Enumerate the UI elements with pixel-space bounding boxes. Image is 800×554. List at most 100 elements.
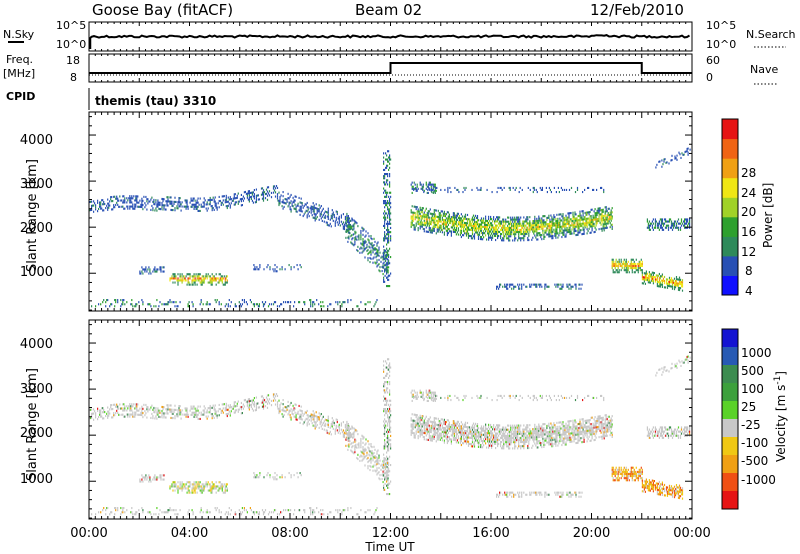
velocity-cell (301, 418, 303, 421)
power-cell (415, 186, 417, 189)
velocity-cell (207, 407, 209, 410)
power-cell (102, 203, 104, 206)
power-cell (544, 287, 546, 290)
power-cell (516, 226, 518, 229)
velocity-cell (292, 413, 294, 416)
power-cell (541, 219, 543, 222)
power-cell (278, 199, 280, 202)
velocity-cell (295, 416, 297, 419)
power-cell (226, 279, 228, 282)
power-cell (273, 185, 276, 188)
power-cell (600, 223, 602, 226)
power-cell (576, 217, 578, 220)
velocity-cell (193, 415, 195, 418)
power-cell (211, 209, 213, 212)
power-cell (543, 221, 545, 224)
power-cell (550, 231, 552, 234)
power-cell (260, 193, 263, 196)
power-cell (253, 193, 255, 196)
power-cell (487, 226, 489, 229)
velocity-cell (124, 405, 126, 408)
velocity-cell (200, 413, 202, 416)
power-cell (415, 216, 417, 219)
power-cell (509, 186, 511, 189)
power-cell (584, 211, 586, 214)
power-cell (156, 203, 158, 206)
power-cell (207, 199, 209, 202)
power-cell (660, 279, 662, 282)
power-colorbar-band (722, 177, 738, 198)
power-cell (427, 212, 429, 215)
power-cell (668, 283, 671, 286)
power-cell (539, 232, 541, 235)
power-cell (577, 219, 579, 222)
velocity-cell (123, 409, 125, 412)
power-cell (242, 199, 244, 202)
power-cell (569, 220, 571, 223)
power-cell (577, 229, 579, 232)
power-colorbar-band (722, 138, 738, 159)
power-cell (140, 203, 142, 206)
power-cell (208, 203, 210, 206)
velocity-cell (242, 403, 244, 406)
power-cell (561, 188, 564, 191)
power-cell (304, 303, 306, 306)
power-cell (562, 223, 564, 226)
power-cell (156, 299, 158, 302)
power-cell (598, 219, 600, 222)
power-cell (115, 299, 117, 302)
velocity-cell (93, 408, 95, 411)
power-cell (679, 287, 682, 290)
power-cell (186, 203, 188, 206)
velocity-cell (178, 409, 180, 412)
power-cell (142, 208, 144, 211)
power-cell (508, 226, 510, 229)
power-cell (179, 279, 181, 282)
power-cell (603, 223, 605, 226)
power-cell (161, 202, 163, 205)
power-cell (566, 218, 568, 221)
velocity-cell (187, 415, 189, 418)
power-cell (411, 187, 413, 190)
power-cell (542, 227, 544, 230)
power-cell (503, 235, 505, 238)
power-cell (663, 275, 666, 278)
power-cell (174, 196, 176, 199)
power-cell (160, 268, 162, 271)
power-cell (446, 232, 448, 235)
power-cell (669, 226, 672, 229)
power-cell (129, 195, 131, 198)
power-cell (390, 206, 392, 209)
power-cell (630, 267, 632, 270)
power-cell (507, 216, 509, 219)
power-cell (567, 220, 569, 223)
power-cell (116, 197, 118, 200)
power-cell (545, 225, 547, 228)
velocity-cell (158, 409, 160, 412)
power-cell (495, 226, 497, 229)
power-cell (388, 210, 390, 213)
power-cell (563, 225, 565, 228)
power-cell (595, 224, 597, 227)
power-cell (630, 262, 632, 265)
power-cell (582, 218, 584, 221)
power-cell (453, 230, 455, 233)
power-cell (109, 200, 111, 203)
velocity-cell (157, 411, 159, 414)
power-cell (579, 225, 581, 228)
velocity-cell (216, 414, 218, 417)
power-cell (351, 217, 353, 220)
power-cell (483, 232, 485, 235)
power-cell (90, 209, 92, 212)
power-cell (412, 185, 414, 188)
power-cell (331, 209, 333, 212)
power-cell (120, 305, 122, 308)
power-cell (619, 262, 621, 265)
power-cell (646, 276, 648, 279)
power-cell (193, 205, 195, 208)
power-cell (503, 224, 505, 227)
power-cell (502, 285, 504, 288)
power-colorbar-band (722, 275, 738, 296)
power-cell (419, 227, 421, 230)
power-cell (620, 269, 622, 272)
